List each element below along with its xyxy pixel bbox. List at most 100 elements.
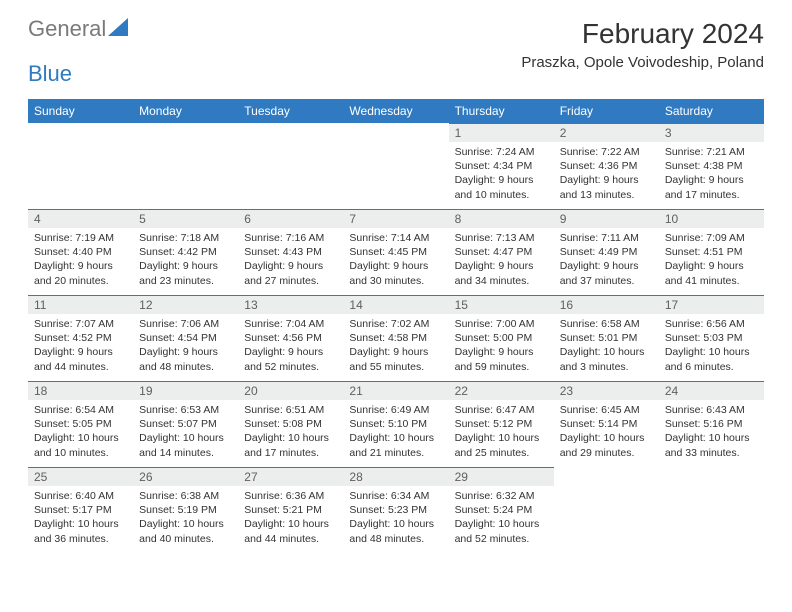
- detail-line: Sunrise: 6:38 AM: [139, 489, 232, 503]
- day-details: Sunrise: 6:53 AMSunset: 5:07 PMDaylight:…: [133, 400, 238, 464]
- calendar-cell: 18Sunrise: 6:54 AMSunset: 5:05 PMDayligh…: [28, 381, 133, 467]
- detail-line: Sunrise: 6:45 AM: [560, 403, 653, 417]
- detail-line: Daylight: 9 hours: [455, 345, 548, 359]
- detail-line: Sunset: 4:45 PM: [349, 245, 442, 259]
- detail-line: Daylight: 9 hours: [665, 173, 758, 187]
- detail-line: and 44 minutes.: [244, 532, 337, 546]
- detail-line: Daylight: 9 hours: [455, 173, 548, 187]
- calendar-cell: [238, 123, 343, 209]
- calendar-cell: 9Sunrise: 7:11 AMSunset: 4:49 PMDaylight…: [554, 209, 659, 295]
- day-number: 26: [133, 467, 238, 486]
- detail-line: Daylight: 9 hours: [560, 173, 653, 187]
- brand-logo: General: [28, 18, 130, 40]
- day-number: 1: [449, 123, 554, 142]
- day-details: Sunrise: 7:14 AMSunset: 4:45 PMDaylight:…: [343, 228, 448, 292]
- detail-line: and 20 minutes.: [34, 274, 127, 288]
- calendar-cell: 29Sunrise: 6:32 AMSunset: 5:24 PMDayligh…: [449, 467, 554, 553]
- detail-line: Sunset: 4:47 PM: [455, 245, 548, 259]
- calendar-cell: 16Sunrise: 6:58 AMSunset: 5:01 PMDayligh…: [554, 295, 659, 381]
- day-number: 16: [554, 295, 659, 314]
- day-number: 13: [238, 295, 343, 314]
- detail-line: and 14 minutes.: [139, 446, 232, 460]
- detail-line: Sunset: 4:40 PM: [34, 245, 127, 259]
- calendar-cell: 4Sunrise: 7:19 AMSunset: 4:40 PMDaylight…: [28, 209, 133, 295]
- day-number: 22: [449, 381, 554, 400]
- day-number: 19: [133, 381, 238, 400]
- calendar-cell: 15Sunrise: 7:00 AMSunset: 5:00 PMDayligh…: [449, 295, 554, 381]
- detail-line: and 10 minutes.: [455, 188, 548, 202]
- detail-line: Daylight: 10 hours: [244, 431, 337, 445]
- day-details: Sunrise: 7:21 AMSunset: 4:38 PMDaylight:…: [659, 142, 764, 206]
- day-details: Sunrise: 7:06 AMSunset: 4:54 PMDaylight:…: [133, 314, 238, 378]
- detail-line: Sunset: 4:56 PM: [244, 331, 337, 345]
- calendar-table: SundayMondayTuesdayWednesdayThursdayFrid…: [28, 99, 764, 553]
- day-details: Sunrise: 7:22 AMSunset: 4:36 PMDaylight:…: [554, 142, 659, 206]
- detail-line: Daylight: 10 hours: [560, 431, 653, 445]
- detail-line: Sunset: 5:17 PM: [34, 503, 127, 517]
- calendar-cell: [554, 467, 659, 553]
- calendar-cell: 26Sunrise: 6:38 AMSunset: 5:19 PMDayligh…: [133, 467, 238, 553]
- detail-line: Sunset: 5:01 PM: [560, 331, 653, 345]
- day-details: Sunrise: 6:51 AMSunset: 5:08 PMDaylight:…: [238, 400, 343, 464]
- day-details: Sunrise: 7:11 AMSunset: 4:49 PMDaylight:…: [554, 228, 659, 292]
- calendar-cell: 1Sunrise: 7:24 AMSunset: 4:34 PMDaylight…: [449, 123, 554, 209]
- detail-line: and 21 minutes.: [349, 446, 442, 460]
- detail-line: and 37 minutes.: [560, 274, 653, 288]
- detail-line: Daylight: 9 hours: [34, 345, 127, 359]
- detail-line: Daylight: 10 hours: [349, 517, 442, 531]
- calendar-cell: 25Sunrise: 6:40 AMSunset: 5:17 PMDayligh…: [28, 467, 133, 553]
- day-details: Sunrise: 6:43 AMSunset: 5:16 PMDaylight:…: [659, 400, 764, 464]
- detail-line: and 10 minutes.: [34, 446, 127, 460]
- brand-triangle-icon: [108, 18, 128, 40]
- calendar-cell: [133, 123, 238, 209]
- detail-line: Sunrise: 6:49 AM: [349, 403, 442, 417]
- detail-line: and 3 minutes.: [560, 360, 653, 374]
- detail-line: Sunset: 5:14 PM: [560, 417, 653, 431]
- detail-line: Daylight: 9 hours: [665, 259, 758, 273]
- day-details: Sunrise: 7:02 AMSunset: 4:58 PMDaylight:…: [343, 314, 448, 378]
- detail-line: and 30 minutes.: [349, 274, 442, 288]
- day-number: 9: [554, 209, 659, 228]
- day-header: Friday: [554, 99, 659, 123]
- day-details: Sunrise: 7:18 AMSunset: 4:42 PMDaylight:…: [133, 228, 238, 292]
- calendar-cell: [343, 123, 448, 209]
- calendar-cell: 8Sunrise: 7:13 AMSunset: 4:47 PMDaylight…: [449, 209, 554, 295]
- day-details: Sunrise: 6:56 AMSunset: 5:03 PMDaylight:…: [659, 314, 764, 378]
- detail-line: Sunrise: 7:16 AM: [244, 231, 337, 245]
- detail-line: Sunset: 4:52 PM: [34, 331, 127, 345]
- detail-line: Sunset: 5:12 PM: [455, 417, 548, 431]
- detail-line: Sunset: 4:38 PM: [665, 159, 758, 173]
- detail-line: Sunrise: 7:14 AM: [349, 231, 442, 245]
- detail-line: and 29 minutes.: [560, 446, 653, 460]
- detail-line: Sunset: 4:42 PM: [139, 245, 232, 259]
- calendar-cell: [659, 467, 764, 553]
- detail-line: Daylight: 10 hours: [244, 517, 337, 531]
- day-details: Sunrise: 7:09 AMSunset: 4:51 PMDaylight:…: [659, 228, 764, 292]
- detail-line: Sunset: 5:10 PM: [349, 417, 442, 431]
- detail-line: Sunset: 5:07 PM: [139, 417, 232, 431]
- day-details: Sunrise: 6:58 AMSunset: 5:01 PMDaylight:…: [554, 314, 659, 378]
- detail-line: Sunset: 5:21 PM: [244, 503, 337, 517]
- detail-line: and 48 minutes.: [139, 360, 232, 374]
- detail-line: Sunset: 4:43 PM: [244, 245, 337, 259]
- detail-line: Daylight: 10 hours: [665, 431, 758, 445]
- detail-line: Daylight: 10 hours: [455, 517, 548, 531]
- calendar-cell: 6Sunrise: 7:16 AMSunset: 4:43 PMDaylight…: [238, 209, 343, 295]
- detail-line: Sunset: 5:16 PM: [665, 417, 758, 431]
- detail-line: Daylight: 10 hours: [34, 431, 127, 445]
- detail-line: and 34 minutes.: [455, 274, 548, 288]
- detail-line: and 23 minutes.: [139, 274, 232, 288]
- day-number: 3: [659, 123, 764, 142]
- day-number: 21: [343, 381, 448, 400]
- day-number: 20: [238, 381, 343, 400]
- day-number: 5: [133, 209, 238, 228]
- detail-line: Sunrise: 7:22 AM: [560, 145, 653, 159]
- day-details: Sunrise: 6:45 AMSunset: 5:14 PMDaylight:…: [554, 400, 659, 464]
- day-number: 10: [659, 209, 764, 228]
- detail-line: Sunset: 4:58 PM: [349, 331, 442, 345]
- day-number: 17: [659, 295, 764, 314]
- detail-line: Daylight: 10 hours: [455, 431, 548, 445]
- day-number: 12: [133, 295, 238, 314]
- day-number: 8: [449, 209, 554, 228]
- detail-line: Sunrise: 6:47 AM: [455, 403, 548, 417]
